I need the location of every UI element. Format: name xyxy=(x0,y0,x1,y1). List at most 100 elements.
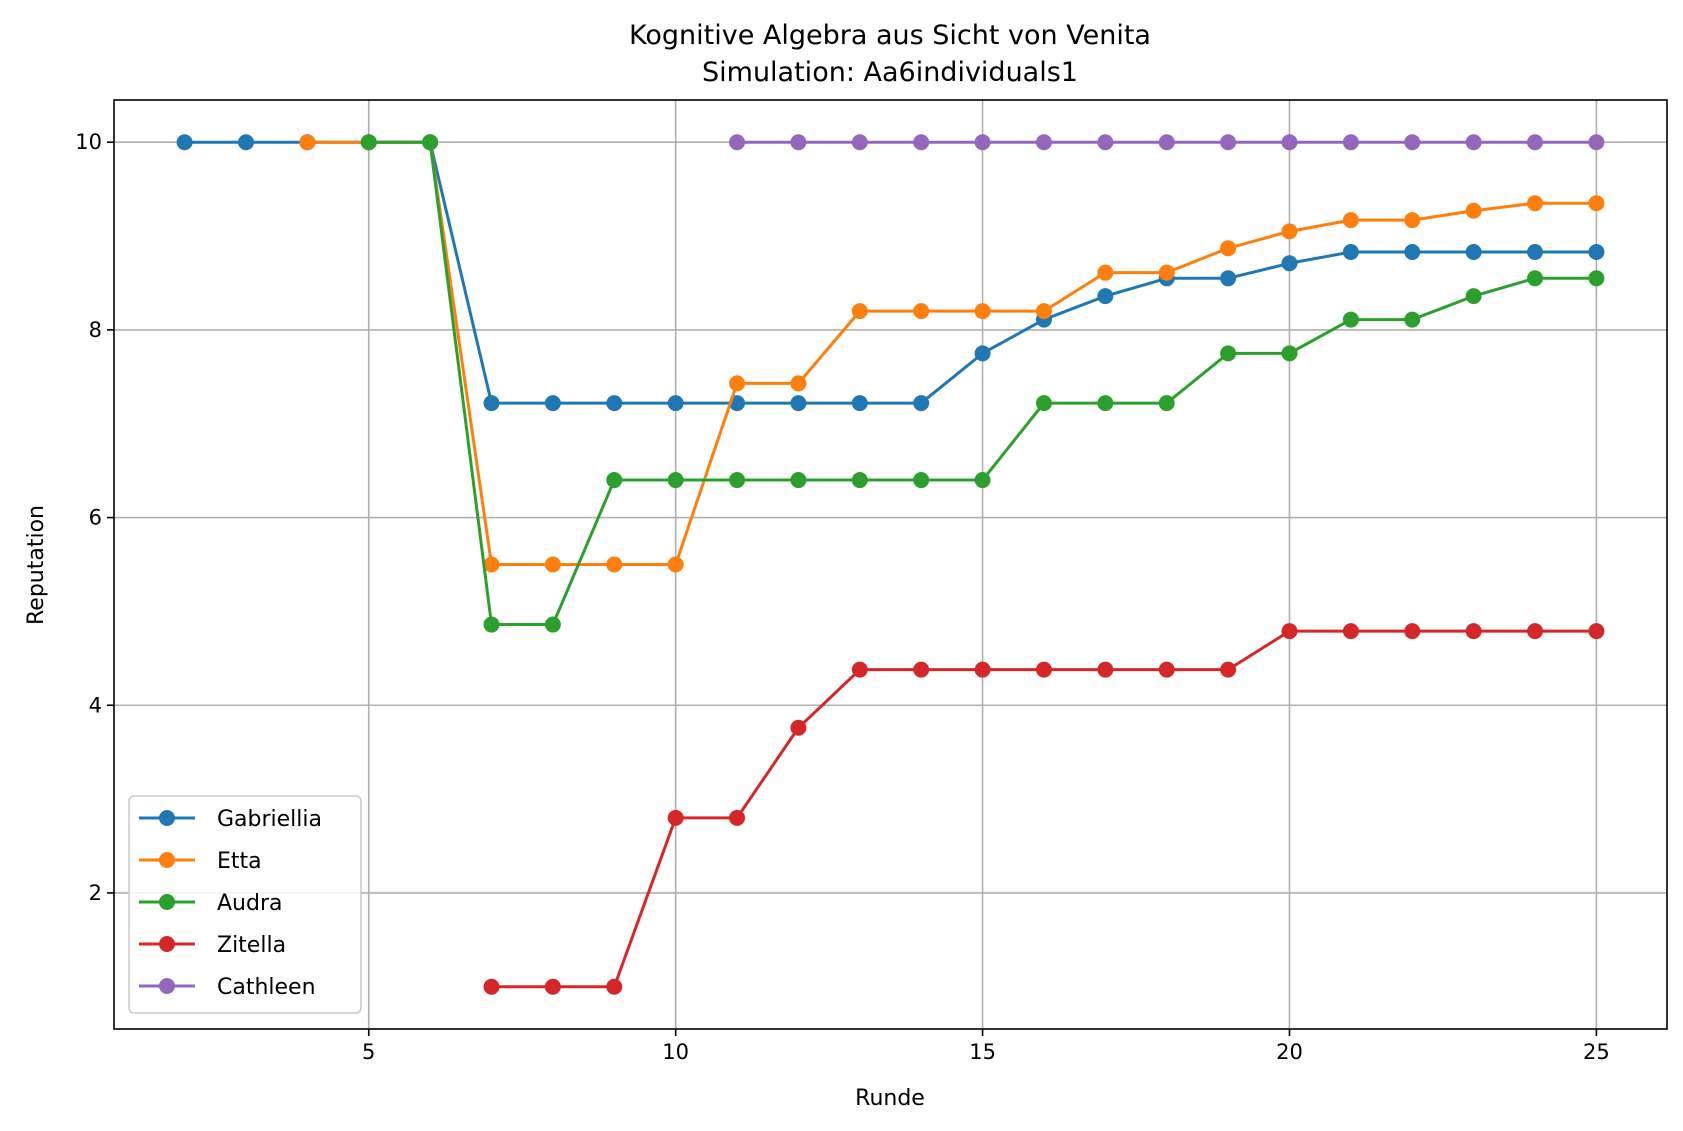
plot-area-frame xyxy=(113,99,1668,1030)
data-point-audra xyxy=(1588,270,1605,287)
data-point-zitella xyxy=(1342,623,1359,640)
data-point-zitella xyxy=(1035,661,1052,678)
data-point-cathleen xyxy=(1588,134,1605,151)
data-point-zitella xyxy=(667,809,684,826)
series-etta xyxy=(299,134,1605,573)
data-point-gabriellia xyxy=(544,395,561,412)
data-point-gabriellia xyxy=(974,345,991,362)
legend-marker-zitella xyxy=(159,936,175,952)
data-point-cathleen xyxy=(729,134,746,151)
legend-item-zitella: Zitella xyxy=(139,933,286,958)
data-point-gabriellia xyxy=(176,134,193,151)
series-lines xyxy=(176,134,1605,995)
data-point-audra xyxy=(544,616,561,633)
data-point-zitella xyxy=(790,719,807,736)
legend: Gabriellia Etta Audra Zitella Cathleen xyxy=(128,795,362,1014)
x-tick-label: 25 xyxy=(1583,1040,1610,1064)
data-point-etta xyxy=(667,556,684,573)
data-point-etta xyxy=(483,556,500,573)
y-tick-label: 2 xyxy=(89,881,102,905)
data-point-etta xyxy=(1035,303,1052,320)
series-cathleen xyxy=(729,134,1605,151)
data-point-audra xyxy=(913,472,930,489)
data-point-zitella xyxy=(913,661,930,678)
data-point-audra xyxy=(606,472,623,489)
data-point-zitella xyxy=(1465,623,1482,640)
data-point-zitella xyxy=(1588,623,1605,640)
legend-label-gabriellia: Gabriellia xyxy=(217,807,322,832)
chart-subtitle: Simulation: Aa6individuals1 xyxy=(702,57,1078,88)
data-point-audra xyxy=(974,472,991,489)
data-point-audra xyxy=(1527,270,1544,287)
data-point-etta xyxy=(851,303,868,320)
data-point-gabriellia xyxy=(1465,244,1482,261)
legend-marker-audra xyxy=(159,894,175,910)
data-point-gabriellia xyxy=(606,395,623,412)
data-point-gabriellia xyxy=(667,395,684,412)
data-point-etta xyxy=(790,375,807,392)
data-point-audra xyxy=(1035,395,1052,412)
data-point-gabriellia xyxy=(483,395,500,412)
data-point-cathleen xyxy=(1158,134,1175,151)
chart-title: Kognitive Algebra aus Sicht von Venita xyxy=(629,20,1151,51)
y-tick-label: 4 xyxy=(89,693,102,717)
legend-label-etta: Etta xyxy=(217,849,262,874)
data-point-gabriellia xyxy=(1588,244,1605,261)
data-point-cathleen xyxy=(1465,134,1482,151)
data-point-audra xyxy=(422,134,439,151)
data-point-gabriellia xyxy=(1527,244,1544,261)
data-point-zitella xyxy=(1158,661,1175,678)
legend-item-cathleen: Cathleen xyxy=(139,975,316,1000)
y-tick-label: 8 xyxy=(89,318,102,342)
data-point-gabriellia xyxy=(1404,244,1421,261)
data-point-audra xyxy=(729,472,746,489)
data-point-gabriellia xyxy=(1342,244,1359,261)
data-point-etta xyxy=(1097,264,1114,281)
data-point-etta xyxy=(1281,223,1298,240)
data-point-cathleen xyxy=(913,134,930,151)
legend-item-audra: Audra xyxy=(139,891,282,916)
y-tick-label: 6 xyxy=(89,506,102,530)
data-point-etta xyxy=(913,303,930,320)
data-point-audra xyxy=(851,472,868,489)
series-line-etta xyxy=(307,140,1597,566)
data-point-etta xyxy=(974,303,991,320)
data-point-zitella xyxy=(544,978,561,995)
data-point-etta xyxy=(1158,264,1175,281)
x-tick-label: 5 xyxy=(362,1040,375,1064)
data-point-cathleen xyxy=(1220,134,1237,151)
data-point-cathleen xyxy=(1281,134,1298,151)
legend-label-audra: Audra xyxy=(217,891,282,916)
data-point-audra xyxy=(790,472,807,489)
data-point-etta xyxy=(1342,212,1359,229)
data-point-etta xyxy=(544,556,561,573)
data-point-gabriellia xyxy=(1097,288,1114,305)
data-point-etta xyxy=(299,134,316,151)
data-point-audra xyxy=(483,616,500,633)
y-axis-label: Reputation xyxy=(24,505,49,625)
data-point-gabriellia xyxy=(790,395,807,412)
legend-label-cathleen: Cathleen xyxy=(217,975,316,1000)
data-point-gabriellia xyxy=(913,395,930,412)
data-point-audra xyxy=(667,472,684,489)
legend-item-gabriellia: Gabriellia xyxy=(139,807,322,832)
legend-marker-cathleen xyxy=(159,978,175,994)
x-tick-label: 10 xyxy=(662,1040,689,1064)
data-point-zitella xyxy=(606,978,623,995)
data-point-cathleen xyxy=(1097,134,1114,151)
data-point-audra xyxy=(360,134,377,151)
data-point-audra xyxy=(1281,345,1298,362)
data-point-cathleen xyxy=(1342,134,1359,151)
data-point-etta xyxy=(1465,202,1482,219)
data-point-audra xyxy=(1465,288,1482,305)
legend-marker-gabriellia xyxy=(159,810,175,826)
data-point-etta xyxy=(1220,240,1237,257)
data-point-zitella xyxy=(1404,623,1421,640)
data-point-etta xyxy=(1588,195,1605,212)
legend-marker-etta xyxy=(159,852,175,868)
series-zitella xyxy=(483,623,1605,995)
axis-ticks: 5 10 15 20 25 2 4 6 8 10 xyxy=(75,130,1610,1064)
data-point-etta xyxy=(1527,195,1544,212)
data-point-zitella xyxy=(1527,623,1544,640)
